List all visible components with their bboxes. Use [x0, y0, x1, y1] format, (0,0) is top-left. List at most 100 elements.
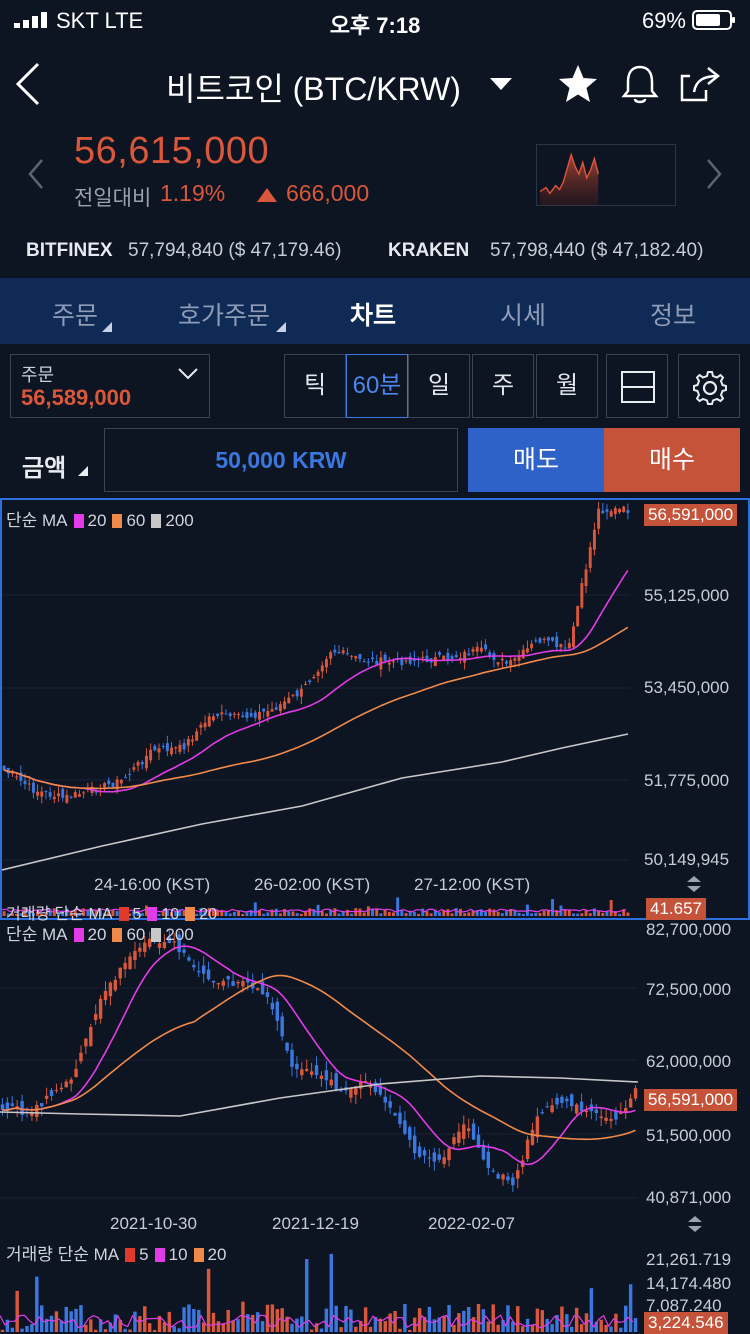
candle [491, 1168, 495, 1173]
candle [84, 1038, 88, 1055]
chevron-down-icon [178, 368, 198, 380]
candle [333, 644, 337, 656]
volume-bar [371, 908, 374, 916]
ma60-line [3, 626, 629, 790]
volume-y-tick: 14,174.480 [646, 1274, 732, 1293]
caret-down-icon[interactable] [490, 78, 512, 92]
volume-bar [152, 1329, 157, 1332]
candle [174, 746, 178, 755]
interval-tick[interactable]: 틱 [284, 354, 346, 418]
amount-input[interactable]: 50,000 KRW [104, 428, 458, 492]
chevron-right-icon[interactable] [704, 158, 724, 190]
volume-bar [509, 909, 513, 916]
candle [599, 1108, 603, 1126]
coin-title[interactable]: 비트코인 (BTC/KRW) [166, 71, 461, 107]
section-tabs: 주문 호가주문 차트 시세 정보 [0, 278, 750, 344]
chevron-left-icon[interactable] [26, 158, 46, 190]
candle [197, 961, 201, 977]
candle [299, 684, 303, 705]
sell-button[interactable]: 매도 [468, 428, 604, 492]
volume-bar [408, 910, 412, 916]
candle [319, 1071, 324, 1087]
volume-bar [174, 911, 178, 916]
volume-bar [36, 911, 40, 916]
candle [94, 788, 98, 796]
resize-arrows-icon[interactable] [688, 1216, 702, 1232]
volume-bar [236, 1319, 240, 1332]
volume-bar [140, 912, 144, 916]
volume-bar [69, 910, 73, 916]
candle [535, 1107, 540, 1143]
volume-bar [375, 908, 379, 916]
candle [387, 657, 391, 672]
settings-button[interactable] [678, 354, 740, 418]
volume-bar [563, 909, 567, 916]
volume-bar [30, 1324, 34, 1332]
volume-bar [312, 909, 316, 916]
candle [501, 1173, 505, 1186]
candle [565, 1095, 569, 1109]
ma-20: 20 [87, 511, 107, 530]
volume-bar [253, 902, 257, 916]
volume-bar [118, 1320, 122, 1332]
volume-bar [115, 910, 119, 916]
candle [285, 1042, 289, 1054]
volume-bar [471, 1317, 476, 1332]
daily-candlestick-chart[interactable] [0, 922, 640, 1334]
volume-bar [388, 1313, 392, 1332]
x-tick: 27-12:00 (KST) [414, 875, 531, 894]
volume-bar [368, 1326, 373, 1332]
volume-bar [492, 909, 496, 916]
interval-60min[interactable]: 60분 [346, 354, 408, 418]
hourly-candlestick-chart[interactable] [2, 500, 642, 918]
volume-bar [98, 1319, 103, 1332]
resize-arrows-icon[interactable] [687, 876, 701, 892]
hourly-chart-frame[interactable] [0, 498, 750, 920]
tab-order[interactable]: 주문 [52, 302, 99, 330]
tab-market[interactable]: 시세 [500, 302, 547, 330]
candle [403, 1110, 407, 1136]
candle [124, 774, 127, 779]
volume-bar [454, 908, 458, 916]
tab-info[interactable]: 정보 [650, 302, 697, 330]
interval-day[interactable]: 일 [408, 354, 470, 418]
volume-bar [147, 1323, 152, 1332]
star-icon[interactable] [556, 62, 600, 106]
volume-bar [136, 910, 140, 916]
buy-button[interactable]: 매수 [604, 428, 740, 492]
share-icon[interactable] [678, 62, 722, 106]
volume-bar [484, 911, 488, 916]
candle [609, 508, 613, 518]
tab-chart[interactable]: 차트 [350, 302, 397, 330]
candle [65, 789, 69, 804]
candle [467, 647, 471, 656]
volume-bar [287, 911, 291, 916]
split-layout-button[interactable] [606, 354, 668, 418]
candle [329, 650, 333, 665]
candle [295, 688, 299, 701]
volume-bar [167, 1311, 172, 1332]
volume-bar [228, 913, 232, 916]
interval-month[interactable]: 월 [536, 354, 598, 418]
volume-bar [452, 1324, 456, 1332]
volume-bar [432, 1319, 437, 1332]
candle [454, 650, 458, 658]
candle [73, 789, 77, 798]
amount-label[interactable]: 금액 [22, 455, 67, 482]
volume-bar [496, 1324, 500, 1332]
candle [27, 775, 31, 791]
candle [393, 1112, 397, 1116]
volume-bar [199, 908, 203, 916]
volume-bar [74, 1308, 78, 1332]
order-price-select[interactable]: 주문 56,589,000 [10, 354, 210, 418]
volume-bar [618, 913, 621, 916]
bell-icon[interactable] [620, 62, 660, 106]
interval-week[interactable]: 주 [472, 354, 534, 418]
candle [107, 777, 111, 789]
volume-last-tag: 3,224.546 [644, 1312, 728, 1334]
candle [545, 1101, 549, 1109]
volume-bar [329, 1253, 333, 1332]
volume-bar [178, 909, 182, 916]
tab-orderbook-order[interactable]: 호가주문 [178, 302, 271, 330]
back-arrow-icon[interactable] [12, 60, 44, 108]
